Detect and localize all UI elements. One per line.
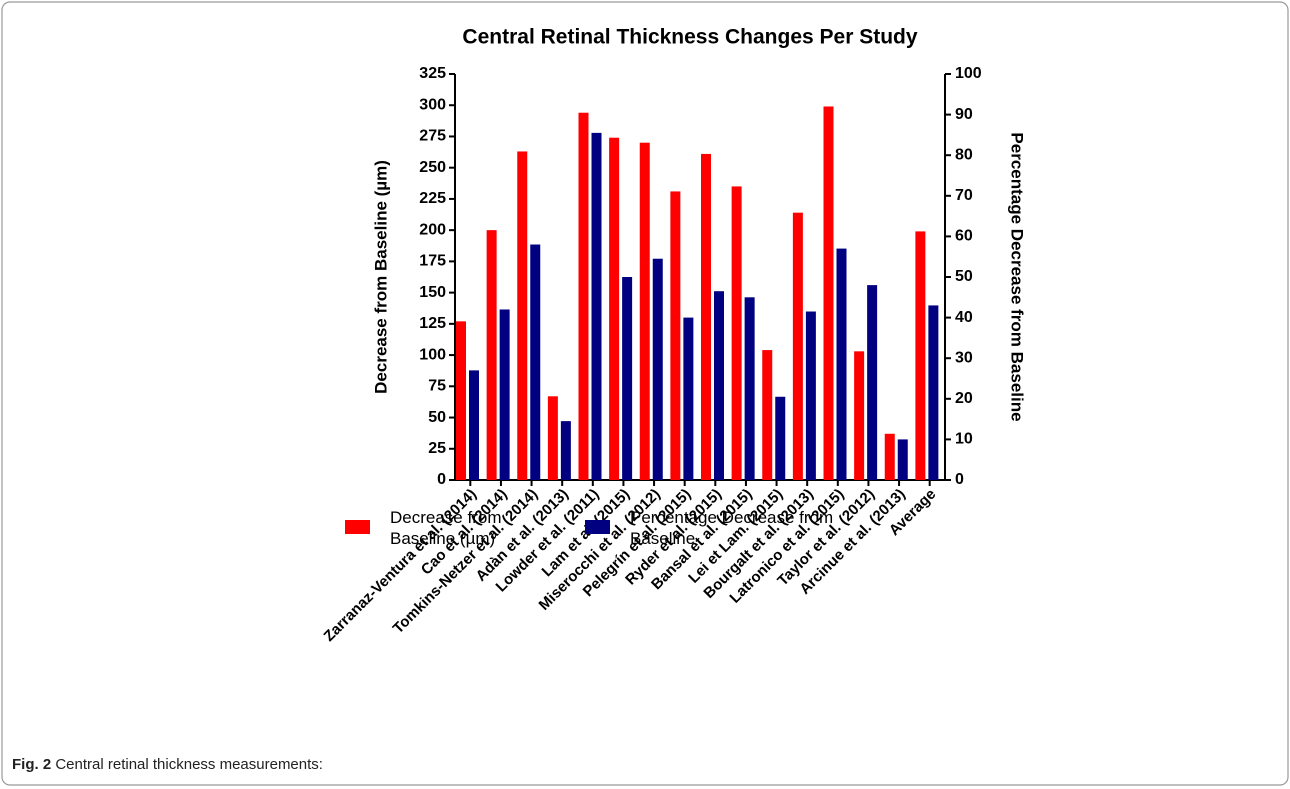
y-tick-label: 25 bbox=[428, 440, 446, 457]
y-tick-label: 50 bbox=[428, 409, 446, 426]
y2-tick-label: 30 bbox=[955, 349, 973, 366]
y-tick-label: 200 bbox=[419, 221, 446, 238]
bar bbox=[652, 258, 663, 480]
legend-swatch bbox=[345, 520, 370, 534]
bar bbox=[639, 142, 650, 480]
bar bbox=[762, 350, 773, 480]
y2-tick-label: 20 bbox=[955, 390, 973, 407]
bar bbox=[805, 311, 816, 480]
y-tick-label: 175 bbox=[419, 253, 446, 270]
y-axis-label: Decrease from Baseline (µm) bbox=[371, 160, 390, 394]
bar bbox=[854, 351, 865, 480]
bar bbox=[609, 137, 620, 481]
bar bbox=[591, 132, 602, 480]
bar bbox=[499, 309, 510, 480]
bar bbox=[928, 305, 939, 480]
bar bbox=[701, 153, 711, 480]
y-tick-label: 225 bbox=[419, 190, 446, 207]
y-tick-label: 125 bbox=[419, 315, 446, 332]
legend-label: Percentage Decrease from Baseline bbox=[630, 508, 834, 548]
bar bbox=[670, 191, 681, 481]
y2-tick-label: 70 bbox=[955, 187, 973, 204]
y-tick-label: 300 bbox=[419, 96, 446, 113]
bar bbox=[867, 285, 878, 480]
bar bbox=[897, 439, 908, 480]
bar bbox=[714, 291, 724, 480]
caption-label: Fig. 2 bbox=[12, 756, 52, 773]
bar bbox=[775, 396, 786, 480]
bar bbox=[744, 297, 755, 480]
y-tick-label: 100 bbox=[419, 346, 446, 363]
y2-tick-label: 60 bbox=[955, 228, 973, 245]
legend-swatch bbox=[585, 520, 610, 534]
y2-tick-label: 10 bbox=[955, 431, 973, 448]
y-tick-label: 150 bbox=[419, 284, 446, 301]
y2-tick-label: 0 bbox=[955, 471, 964, 488]
y2-tick-label: 90 bbox=[955, 106, 973, 123]
y-tick-label: 275 bbox=[419, 128, 446, 145]
bar bbox=[547, 396, 558, 480]
bar bbox=[469, 370, 479, 480]
bar bbox=[731, 186, 742, 480]
caption: Fig. 2 Central retinal thickness measure… bbox=[12, 756, 323, 773]
bar bbox=[560, 421, 571, 480]
bar bbox=[792, 212, 803, 480]
bar bbox=[486, 230, 497, 480]
y2-tick-label: 40 bbox=[955, 309, 973, 326]
y-tick-label: 250 bbox=[419, 159, 446, 176]
bar bbox=[836, 248, 847, 480]
caption-text: Central retinal thickness measurements: bbox=[55, 756, 323, 773]
legend-label: Decrease from Baseline (µm) bbox=[390, 508, 502, 548]
y-tick-label: 75 bbox=[428, 378, 446, 395]
bar bbox=[915, 231, 926, 480]
y2-tick-label: 50 bbox=[955, 268, 973, 285]
bar bbox=[578, 112, 589, 481]
chart-title: Central Retinal Thickness Changes Per St… bbox=[462, 26, 917, 49]
bar bbox=[456, 321, 466, 480]
bar bbox=[823, 106, 834, 480]
bar bbox=[884, 433, 895, 480]
bar bbox=[517, 151, 528, 480]
y2-axis-label: Percentage Decrease from Baseline bbox=[1008, 132, 1027, 421]
y2-tick-label: 100 bbox=[955, 65, 982, 82]
bar bbox=[683, 317, 694, 480]
bar bbox=[622, 277, 633, 480]
y-tick-label: 325 bbox=[419, 65, 446, 82]
y-tick-label: 0 bbox=[437, 471, 446, 488]
y2-tick-label: 80 bbox=[955, 146, 973, 163]
bar bbox=[530, 244, 541, 480]
